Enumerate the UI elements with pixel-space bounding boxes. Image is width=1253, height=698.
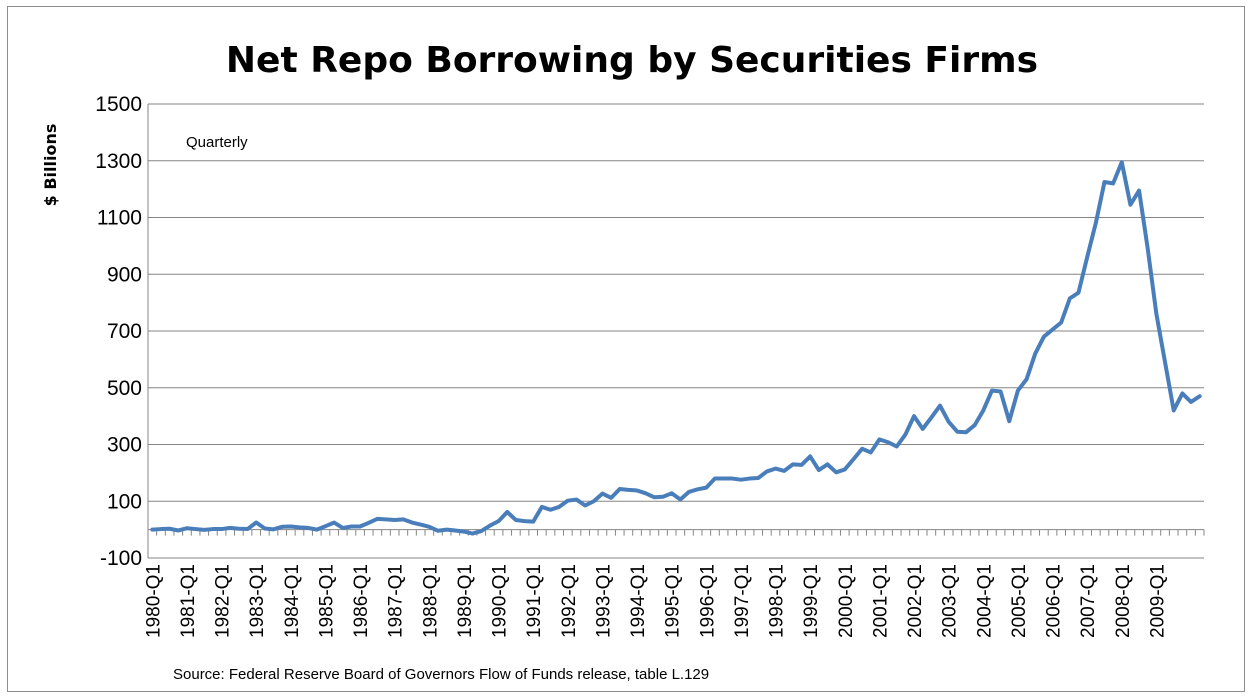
y-tick-label: 700 [107,320,142,343]
x-tick-label: 1998-Q1 [767,564,788,638]
y-axis-label: $ Billions [41,124,60,207]
x-tick-label: 2007-Q1 [1078,564,1099,638]
x-axis-ticks: 1980-Q1 1981-Q1 1982-Q1 1983-Q1 1984-Q1 1985-… [143,564,1168,638]
x-tick-label: 1984-Q1 [282,564,303,638]
x-tick-label: 1997-Q1 [732,564,753,638]
x-tick-label: 2000-Q1 [836,564,857,638]
x-tick-label: 1990-Q1 [490,564,511,638]
x-tick-label: 2002-Q1 [905,564,926,638]
x-tick-label: 2008-Q1 [1113,564,1134,638]
source-note: Source: Federal Reserve Board of Governo… [173,666,709,683]
gridlines [147,103,1204,559]
x-axis [147,529,1205,536]
y-axis-ticks: -100 100 300 500 700 900 1100 1300 1500 [95,93,142,570]
y-tick-label: 1500 [95,93,142,116]
x-tick-label: 1982-Q1 [213,564,234,638]
x-tick-label: 1986-Q1 [351,564,372,638]
x-tick-label: 1995-Q1 [663,564,684,638]
x-tick-label: 1994-Q1 [628,564,649,638]
x-tick-label: 2006-Q1 [1044,564,1065,638]
x-tick-label: 1996-Q1 [697,564,718,638]
x-tick-label: 1985-Q1 [316,564,337,638]
x-tick-label: 1988-Q1 [420,564,441,638]
x-tick-label: 1991-Q1 [524,564,545,638]
chart-title: Net Repo Borrowing by Securities Firms [226,40,1038,81]
x-tick-label: 2001-Q1 [870,564,891,638]
x-tick-label: 1987-Q1 [386,564,407,638]
y-tick-label: 500 [107,377,142,400]
y-tick-label: 100 [107,490,142,513]
x-tick-label: 1983-Q1 [247,564,268,638]
y-tick-label: 1300 [95,150,142,173]
y-tick-label: 1100 [97,207,142,230]
x-tick-label: 1989-Q1 [455,564,476,638]
x-tick-label: 1999-Q1 [801,564,822,638]
x-tick-label: 2003-Q1 [940,564,961,638]
x-tick-label: 1980-Q1 [143,564,164,638]
chart-annotation: Quarterly [186,134,248,151]
y-tick-label: 900 [107,263,142,286]
x-tick-label: 1993-Q1 [593,564,614,638]
series-line [150,160,1202,536]
x-tick-label: 2004-Q1 [974,564,995,638]
y-tick-label: 300 [107,434,142,457]
x-tick-label: 1981-Q1 [178,564,199,638]
y-tick-label: -100 [100,547,142,570]
x-tick-label: 2009-Q1 [1147,564,1168,638]
x-tick-label: 2005-Q1 [1009,564,1030,638]
x-tick-label: 1992-Q1 [559,564,580,638]
